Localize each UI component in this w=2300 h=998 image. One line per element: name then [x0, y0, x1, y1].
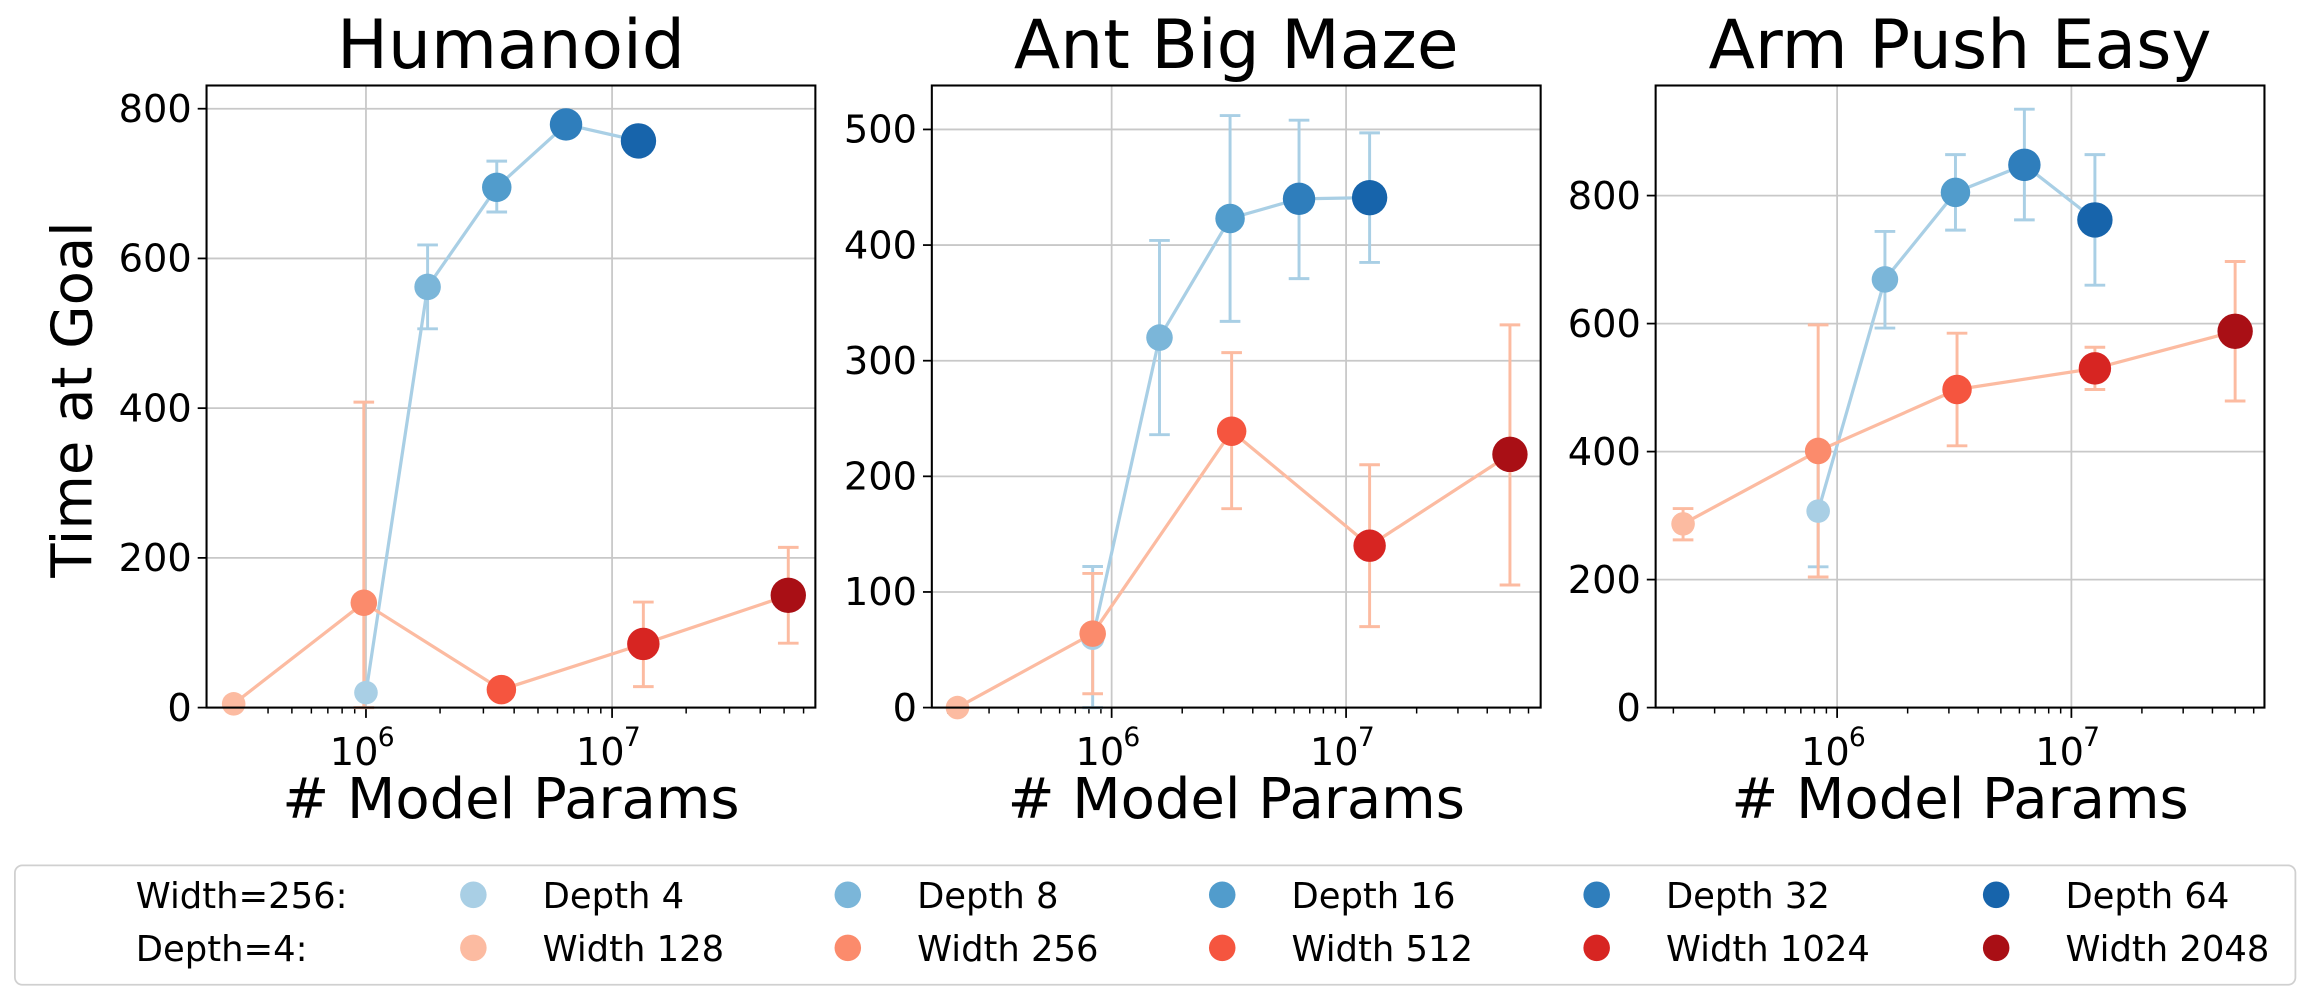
y-axis-label: Time at Goal	[41, 221, 106, 578]
legend-label: Width 2048	[2065, 929, 2269, 970]
width-point	[2217, 313, 2253, 349]
width-series-line	[956, 428, 1511, 710]
depth-point	[2077, 202, 2113, 238]
legend-label: Depth 16	[1292, 876, 1456, 917]
x-tick-label: 10	[1310, 730, 1359, 775]
x-axis-label: # Model Params	[1008, 767, 1465, 832]
width-point	[770, 577, 806, 613]
width-point	[2078, 352, 2112, 385]
legend-box	[14, 864, 2297, 986]
y-tick-label: 400	[119, 386, 192, 431]
depth-point	[1215, 203, 1245, 234]
legend-marker-width-2048	[1982, 934, 2010, 962]
y-tick-label: 300	[844, 339, 917, 384]
legend-marker-width-128	[460, 934, 487, 962]
width-point	[627, 627, 660, 661]
legend-marker-depth-16	[1208, 881, 1236, 909]
depth-point	[482, 172, 512, 203]
legend-row-label-depth: Width=256:	[136, 876, 348, 917]
x-tick-label: 10	[330, 730, 379, 775]
legend-label: Depth 32	[1666, 876, 1830, 917]
depth-point	[354, 680, 378, 705]
panel-title: Humanoid	[337, 5, 685, 84]
depth-point	[1351, 179, 1388, 216]
x-tick-exponent: 6	[378, 722, 395, 753]
y-tick-label: 800	[1568, 174, 1641, 219]
y-tick-label: 600	[119, 237, 192, 282]
legend-label: Width 128	[543, 929, 724, 970]
legend-row-label-width: Depth=4:	[136, 929, 308, 970]
legend-label: Depth 64	[2065, 876, 2229, 917]
y-tick-label: 0	[167, 686, 191, 731]
y-tick-label: 500	[844, 108, 917, 153]
axes-frame	[205, 84, 817, 709]
width-point	[221, 692, 246, 716]
legend-marker-depth-8	[834, 881, 862, 909]
width-point	[1353, 529, 1386, 562]
legend-label: Width 1024	[1666, 929, 1870, 970]
legend: Width=256: Depth=4: Depth 4 Depth 8 Depth …	[14, 864, 2297, 986]
legend-marker-depth-32	[1583, 881, 1610, 909]
width-point	[1079, 620, 1106, 647]
legend-marker-depth-64	[1982, 881, 2010, 909]
y-tick-label: 0	[1617, 686, 1641, 731]
axes-frame	[1654, 84, 2266, 709]
panel-title: Arm Push Easy	[1709, 5, 2212, 84]
y-tick-label: 200	[1568, 558, 1641, 603]
legend-marker-width-256	[834, 934, 862, 962]
y-tick-label: 400	[1568, 430, 1641, 475]
depth-point	[1146, 324, 1173, 351]
y-tick-label: 400	[844, 223, 917, 268]
width-point	[1804, 437, 1832, 465]
y-tick-label: 800	[119, 87, 192, 132]
y-tick-label: 0	[893, 686, 917, 731]
width-point	[486, 674, 517, 705]
x-tick-exponent: 6	[1123, 722, 1140, 753]
depth-point	[1871, 266, 1899, 293]
x-tick-label: 10	[576, 730, 625, 775]
width-point	[1942, 374, 1972, 405]
depth-point	[1282, 182, 1316, 216]
y-tick-label: 100	[844, 570, 917, 615]
legend-marker-width-512	[1208, 934, 1236, 962]
legend-label: Depth 8	[917, 876, 1058, 917]
depth-point	[1940, 177, 1971, 208]
width-point	[1216, 416, 1247, 446]
legend-label: Width 512	[1292, 929, 1473, 970]
depth-point	[414, 273, 441, 301]
x-axis-label: # Model Params	[1731, 767, 2188, 832]
width-point	[1671, 512, 1695, 536]
legend-label: Width 256	[917, 929, 1098, 970]
x-tick-label: 10	[1801, 730, 1850, 775]
axes-frame	[930, 84, 1542, 709]
width-point	[350, 589, 378, 617]
x-tick-label: 10	[2035, 730, 2084, 775]
y-tick-label: 200	[119, 536, 192, 581]
width-series-line	[1682, 329, 2236, 526]
x-tick-exponent: 7	[2083, 722, 2100, 753]
x-tick-exponent: 6	[1849, 722, 1866, 753]
legend-marker-depth-4	[460, 881, 487, 909]
depth-point	[549, 108, 583, 141]
depth-point	[2008, 148, 2041, 182]
depth-point	[620, 123, 657, 159]
depth-point	[1806, 499, 1830, 523]
panel-title: Ant Big Maze	[1014, 5, 1459, 84]
y-tick-label: 600	[1568, 302, 1641, 347]
x-tick-exponent: 7	[1358, 722, 1375, 753]
y-tick-label: 200	[844, 455, 917, 500]
legend-label: Depth 4	[543, 876, 684, 917]
x-axis-label: # Model Params	[282, 767, 739, 832]
x-tick-label: 10	[1075, 730, 1124, 775]
x-tick-exponent: 7	[624, 722, 641, 753]
legend-marker-width-1024	[1583, 934, 1610, 962]
width-point	[1492, 436, 1528, 473]
